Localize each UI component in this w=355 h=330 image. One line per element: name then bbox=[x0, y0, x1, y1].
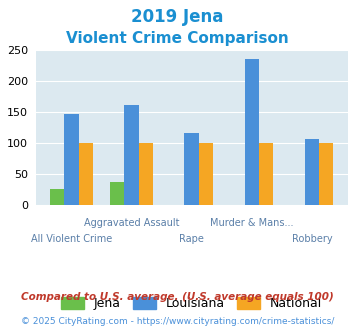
Bar bbox=[199, 143, 213, 205]
Bar bbox=[245, 59, 259, 205]
Legend: Jena, Louisiana, National: Jena, Louisiana, National bbox=[56, 291, 327, 315]
Bar bbox=[50, 189, 64, 205]
Bar bbox=[259, 143, 273, 205]
Bar bbox=[139, 143, 153, 205]
Text: Aggravated Assault: Aggravated Assault bbox=[84, 218, 179, 228]
Bar bbox=[124, 105, 139, 205]
Text: All Violent Crime: All Violent Crime bbox=[31, 234, 112, 244]
Text: © 2025 CityRating.com - https://www.cityrating.com/crime-statistics/: © 2025 CityRating.com - https://www.city… bbox=[21, 317, 334, 326]
Bar bbox=[319, 143, 333, 205]
Text: 2019 Jena: 2019 Jena bbox=[131, 8, 224, 26]
Bar bbox=[64, 114, 79, 205]
Bar bbox=[305, 139, 319, 205]
Bar bbox=[185, 133, 199, 205]
Bar bbox=[79, 143, 93, 205]
Text: Robbery: Robbery bbox=[291, 234, 332, 244]
Text: Violent Crime Comparison: Violent Crime Comparison bbox=[66, 31, 289, 46]
Text: Rape: Rape bbox=[179, 234, 204, 244]
Text: Murder & Mans...: Murder & Mans... bbox=[210, 218, 294, 228]
Text: Compared to U.S. average. (U.S. average equals 100): Compared to U.S. average. (U.S. average … bbox=[21, 292, 334, 302]
Bar bbox=[110, 182, 124, 205]
